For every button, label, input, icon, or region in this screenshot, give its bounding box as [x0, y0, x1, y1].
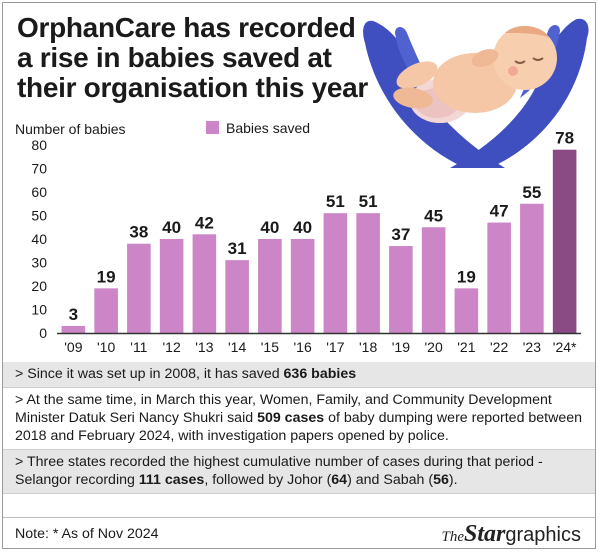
data-label: 40: [162, 218, 181, 237]
x-tick-label: '17: [326, 339, 344, 355]
data-label: 78: [555, 129, 574, 148]
bar: [389, 246, 413, 333]
data-label: 47: [490, 202, 509, 221]
x-tick-label: '15: [261, 339, 279, 355]
y-tick-label: 0: [39, 325, 47, 341]
bar: [454, 288, 479, 333]
infographic: OrphanCare has recorded a rise in babies…: [2, 2, 596, 549]
footnote: Note: * As of Nov 2024: [15, 526, 159, 542]
data-label: 38: [129, 223, 148, 242]
y-tick-label: 40: [31, 231, 47, 247]
notes: > Since it was set up in 2008, it has sa…: [3, 362, 595, 494]
x-tick-label: '12: [163, 339, 181, 355]
title-line: OrphanCare has recorded: [17, 12, 356, 43]
bar: [421, 227, 446, 333]
x-tick-label: '20: [425, 339, 443, 355]
bar: [159, 239, 184, 333]
bar: [323, 213, 348, 333]
x-tick-label: '23: [523, 339, 541, 355]
data-label: 40: [260, 218, 279, 237]
data-label: 42: [195, 213, 214, 232]
bar-chart: Number of babies Babies saved 0 10 20 30 40 5…: [15, 120, 581, 355]
y-axis-label: Number of babies: [15, 121, 126, 137]
x-tick-label: '19: [392, 339, 410, 355]
bar: [127, 243, 151, 333]
x-tick-label: '10: [97, 339, 115, 355]
bar: [94, 288, 118, 333]
data-label: 19: [457, 267, 476, 286]
y-tick-label: 10: [31, 302, 47, 318]
data-label: 40: [293, 218, 312, 237]
logo-the: The: [441, 529, 465, 545]
data-label: 51: [359, 192, 378, 211]
x-tick-label: '11: [130, 339, 147, 355]
bar: [356, 213, 380, 333]
x-tick-label: '16: [294, 339, 312, 355]
x-tick-label: '13: [195, 339, 213, 355]
bar: [225, 260, 249, 333]
chart-title: OrphanCare has recorded a rise in babies…: [17, 12, 369, 103]
bar: [192, 234, 217, 333]
footer: Note: * As of Nov 2024 TheStargraphics: [3, 517, 595, 548]
data-label: 51: [326, 192, 345, 211]
baby-in-hands-icon: [363, 18, 589, 168]
x-tick-label: '22: [490, 339, 508, 355]
data-label: 3: [69, 305, 78, 324]
data-label: 37: [391, 225, 410, 244]
data-label: 19: [97, 267, 116, 286]
bar: [61, 325, 86, 333]
x-tick-label: '09: [64, 339, 82, 355]
data-label: 31: [228, 239, 247, 258]
data-label: 45: [424, 206, 443, 225]
y-tick-label: 30: [31, 255, 47, 271]
x-tick-label: '24*: [553, 339, 577, 355]
logo-star: Star: [464, 521, 506, 547]
y-tick-label: 20: [31, 278, 47, 294]
title-line: their organisation this year: [17, 72, 369, 103]
y-tick-label: 50: [31, 208, 47, 224]
bar: [487, 222, 511, 333]
title-line: a rise in babies saved at: [17, 42, 332, 73]
bar: [552, 149, 577, 333]
x-tick-label: '14: [228, 339, 246, 355]
y-tick-label: 70: [31, 161, 47, 177]
logo-graphics: graphics: [505, 524, 581, 546]
data-label: 55: [522, 183, 541, 202]
y-tick-label: 60: [31, 184, 47, 200]
y-tick-label: 80: [31, 137, 47, 153]
x-tick-label: '21: [457, 339, 475, 355]
thestar-graphics-logo: TheStargraphics: [442, 521, 581, 548]
x-tick-label: '18: [359, 339, 377, 355]
bar: [290, 239, 315, 333]
note-baby-dumping: > At the same time, in March this year, …: [3, 388, 595, 450]
legend-swatch: [206, 121, 219, 134]
legend-label: Babies saved: [226, 120, 310, 136]
bar: [520, 203, 544, 333]
bar: [258, 239, 282, 333]
note-saved: > Since it was set up in 2008, it has sa…: [3, 362, 595, 388]
note-states: > Three states recorded the highest cumu…: [3, 450, 595, 494]
